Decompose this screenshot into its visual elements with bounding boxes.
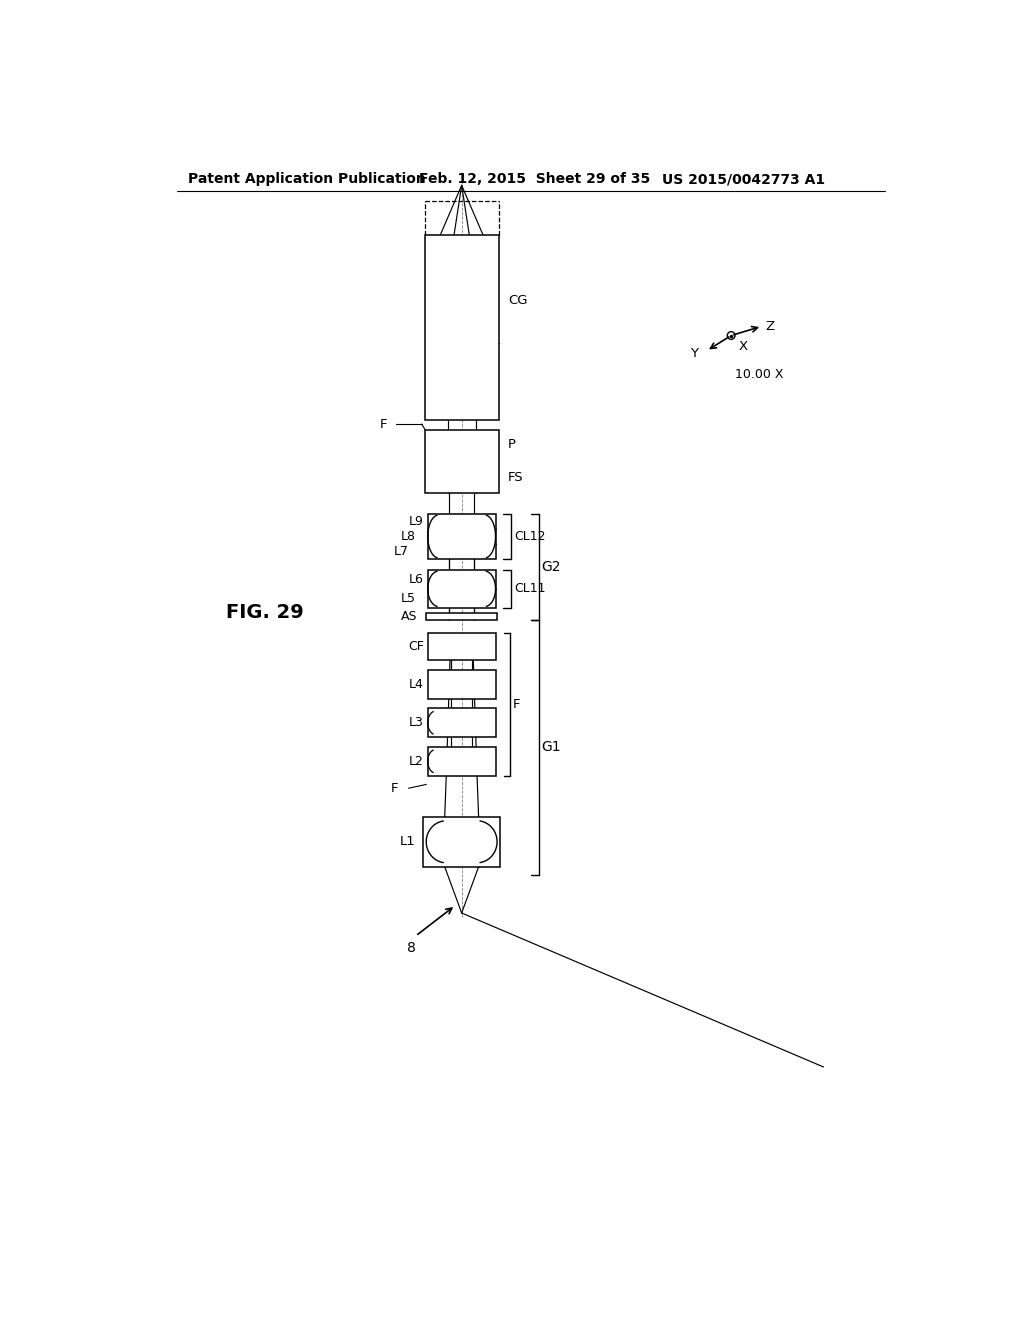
Text: AS: AS bbox=[400, 610, 417, 623]
Text: Feb. 12, 2015  Sheet 29 of 35: Feb. 12, 2015 Sheet 29 of 35 bbox=[419, 172, 650, 186]
Text: FIG. 29: FIG. 29 bbox=[226, 603, 304, 622]
Text: L4: L4 bbox=[409, 677, 424, 690]
Text: L8: L8 bbox=[401, 529, 416, 543]
Text: Patent Application Publication: Patent Application Publication bbox=[188, 172, 426, 186]
Text: US 2015/0042773 A1: US 2015/0042773 A1 bbox=[662, 172, 825, 186]
Text: L9: L9 bbox=[409, 515, 424, 528]
Bar bbox=[428, 708, 496, 738]
Bar bbox=[423, 817, 500, 867]
Bar bbox=[428, 570, 496, 609]
Text: F: F bbox=[391, 781, 398, 795]
Text: CF: CF bbox=[408, 640, 424, 653]
Bar bbox=[428, 747, 496, 776]
Text: CL12: CL12 bbox=[514, 529, 546, 543]
Text: F: F bbox=[513, 698, 521, 711]
Text: 8: 8 bbox=[408, 941, 416, 954]
Bar bbox=[426, 612, 497, 620]
Text: CG: CG bbox=[508, 293, 527, 306]
Text: FS: FS bbox=[508, 471, 523, 484]
Text: L5: L5 bbox=[401, 591, 416, 605]
Text: CL11: CL11 bbox=[514, 582, 546, 595]
Text: Y: Y bbox=[690, 347, 698, 360]
Text: L2: L2 bbox=[409, 755, 424, 768]
Bar bbox=[428, 634, 496, 660]
Text: 10.00 X: 10.00 X bbox=[735, 367, 783, 380]
Text: L1: L1 bbox=[399, 836, 416, 849]
Text: G1: G1 bbox=[542, 741, 561, 755]
Text: F: F bbox=[380, 417, 387, 430]
Bar bbox=[425, 430, 499, 494]
Text: L3: L3 bbox=[409, 717, 424, 730]
Text: Z: Z bbox=[765, 319, 774, 333]
Text: L7: L7 bbox=[393, 545, 409, 558]
Bar bbox=[428, 515, 496, 558]
Bar bbox=[428, 669, 496, 700]
Text: L6: L6 bbox=[409, 573, 424, 586]
Text: P: P bbox=[508, 437, 516, 450]
Text: X: X bbox=[739, 339, 748, 352]
Bar bbox=[425, 235, 499, 420]
Text: G2: G2 bbox=[542, 560, 561, 574]
